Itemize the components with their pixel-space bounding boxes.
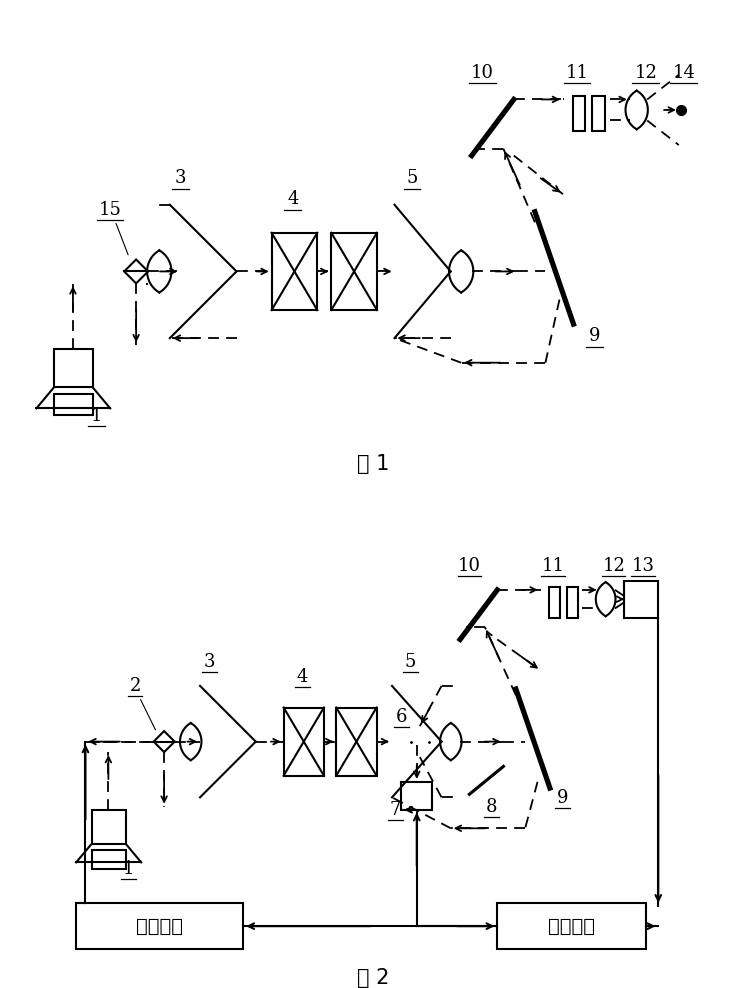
Bar bbox=[592, 96, 604, 131]
Text: 3: 3 bbox=[175, 169, 186, 188]
Bar bbox=[336, 707, 376, 776]
Text: 12: 12 bbox=[633, 64, 656, 82]
Bar bbox=[92, 850, 125, 868]
Text: 6: 6 bbox=[395, 708, 407, 726]
Text: 10: 10 bbox=[457, 556, 480, 574]
Text: 3: 3 bbox=[204, 652, 215, 671]
Bar bbox=[331, 233, 377, 310]
Text: 波前控制: 波前控制 bbox=[136, 917, 183, 936]
Text: 4: 4 bbox=[296, 668, 307, 686]
Bar bbox=[548, 587, 560, 618]
Text: 14: 14 bbox=[671, 64, 695, 82]
Bar bbox=[54, 394, 93, 416]
Bar bbox=[566, 587, 577, 618]
Bar bbox=[624, 581, 657, 618]
Text: 1: 1 bbox=[90, 407, 101, 425]
Text: 9: 9 bbox=[588, 327, 600, 345]
Text: 11: 11 bbox=[541, 556, 564, 574]
Text: 8: 8 bbox=[485, 798, 496, 816]
Text: 波前测量: 波前测量 bbox=[548, 917, 595, 936]
Bar bbox=[92, 810, 125, 844]
Text: 13: 13 bbox=[630, 556, 653, 574]
Text: 11: 11 bbox=[565, 64, 588, 82]
Bar bbox=[572, 96, 585, 131]
Text: 5: 5 bbox=[406, 169, 417, 188]
Text: 图 1: 图 1 bbox=[357, 454, 389, 474]
Text: 图 2: 图 2 bbox=[357, 967, 389, 988]
Text: 9: 9 bbox=[556, 788, 568, 806]
Text: 4: 4 bbox=[286, 191, 298, 208]
Bar bbox=[497, 903, 645, 949]
Text: 1: 1 bbox=[123, 860, 134, 878]
Text: 2: 2 bbox=[129, 677, 140, 696]
Text: 10: 10 bbox=[470, 64, 493, 82]
Text: 15: 15 bbox=[98, 201, 122, 219]
Bar bbox=[54, 349, 93, 387]
Text: 5: 5 bbox=[404, 652, 416, 671]
Bar bbox=[401, 782, 432, 810]
Text: 7: 7 bbox=[389, 801, 401, 819]
Bar bbox=[272, 233, 317, 310]
Text: 12: 12 bbox=[601, 556, 624, 574]
Bar bbox=[283, 707, 324, 776]
Bar bbox=[76, 903, 243, 949]
